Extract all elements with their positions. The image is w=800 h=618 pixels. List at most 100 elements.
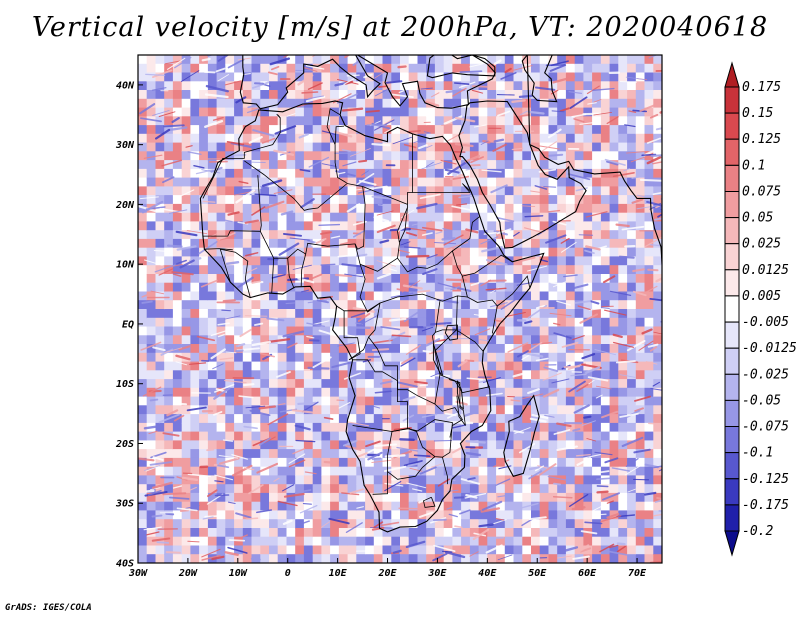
colorbar-swatch <box>724 191 740 219</box>
credit-label: GrADS: IGES/COLA <box>5 603 92 613</box>
colorbar-swatch <box>724 373 740 401</box>
colorbar-swatch <box>724 321 740 349</box>
lake-2 <box>456 380 464 410</box>
colorbar-label: 0.15 <box>742 106 773 121</box>
border-8 <box>287 258 295 288</box>
border-37 <box>326 108 341 145</box>
border-17 <box>462 254 513 277</box>
coastline-5 <box>521 55 558 103</box>
border-18 <box>497 275 531 307</box>
colorbar-swatch <box>724 112 740 140</box>
colorbar-label: -0.005 <box>742 315 789 330</box>
colorbar-label: -0.025 <box>742 367 789 382</box>
border-35 <box>423 496 436 508</box>
lon-tick-label: 30E <box>427 568 447 579</box>
coastline-7 <box>686 265 696 287</box>
border-5 <box>202 175 262 237</box>
border-23 <box>352 359 408 432</box>
colorbar-label: 0.025 <box>742 237 781 252</box>
border-20 <box>343 310 361 361</box>
coastlines-borders <box>199 55 696 533</box>
lat-tick-label: 40S <box>116 559 134 570</box>
colorbar-swatch <box>724 86 740 114</box>
colorbar-label: -0.125 <box>742 472 789 487</box>
colorbar-label: -0.075 <box>742 420 789 435</box>
lon-tick-label: 10W <box>229 568 248 579</box>
coastline-6 <box>426 55 496 79</box>
border-13 <box>359 207 408 272</box>
colorbar: 0.175 0.15 0.125 0.1 0.075 0.05 0.025 0.0125 0.0… <box>724 61 797 557</box>
border-38 <box>276 113 281 119</box>
border-33 <box>435 329 457 333</box>
lake-1 <box>432 343 444 376</box>
plot-frame <box>137 54 663 564</box>
border-25 <box>407 419 453 458</box>
colorbar-swatch <box>724 504 740 532</box>
border-0 <box>202 114 281 199</box>
colorbar-swatch <box>724 138 740 166</box>
colorbar-label: 0.125 <box>742 132 781 147</box>
colorbar-swatch <box>724 478 740 506</box>
lon-tick-label: 60E <box>578 568 597 579</box>
border-29 <box>442 457 448 485</box>
colorbar-swatch <box>724 452 740 480</box>
lat-tick-label: 10N <box>116 260 135 271</box>
border-14 <box>397 250 468 298</box>
colorbar-top-arrow <box>724 61 740 88</box>
border-28 <box>387 456 436 480</box>
lat-tick-label: EQ <box>122 319 134 330</box>
border-27 <box>387 428 411 456</box>
coastline-4 <box>526 55 662 266</box>
border-16 <box>452 216 481 252</box>
colorbar-label: 0.005 <box>742 289 781 304</box>
border-31 <box>456 329 484 352</box>
velocity-field <box>138 55 662 563</box>
border-7 <box>300 253 307 287</box>
colorbar-label: 0.05 <box>742 211 773 226</box>
coastline-2 <box>458 100 587 249</box>
border-32 <box>439 374 490 394</box>
border-10 <box>219 248 251 298</box>
colorbar-swatch <box>724 399 740 427</box>
lon-tick-label: 40E <box>478 568 497 579</box>
lat-tick-label: 20S <box>115 439 134 450</box>
border-9 <box>271 258 275 294</box>
colorbar-label: -0.175 <box>742 498 789 513</box>
colorbar-swatch <box>724 164 740 192</box>
border-19 <box>336 302 381 312</box>
lon-tick-label: 20W <box>178 568 198 579</box>
border-1 <box>244 160 470 211</box>
lon-tick-label: 10E <box>329 568 348 579</box>
colorbar-bottom-arrow <box>724 530 740 557</box>
lon-tick-label: 50E <box>528 568 547 579</box>
colorbar-label: -0.1 <box>742 446 773 461</box>
border-36 <box>462 183 473 193</box>
lat-tick-label: 30N <box>115 140 135 151</box>
colorbar-swatch <box>724 347 740 375</box>
coastline-3 <box>239 55 496 110</box>
coastline-0 <box>199 100 545 533</box>
lon-tick-label: 30W <box>128 568 148 579</box>
lat-tick-label: 40N <box>116 80 135 91</box>
lat-tick-label: 10S <box>116 379 134 390</box>
border-11 <box>204 248 233 251</box>
lat-tick-label: 30S <box>115 499 134 510</box>
border-26 <box>372 455 388 495</box>
coastline-1 <box>503 394 540 477</box>
lon-tick-label: 20E <box>377 568 397 579</box>
lon-tick-label: 70E <box>628 568 647 579</box>
border-15 <box>399 207 408 243</box>
colorbar-swatch <box>724 295 740 323</box>
lat-tick-label: 20N <box>115 200 135 211</box>
border-22 <box>368 301 441 405</box>
border-12 <box>354 243 498 334</box>
colorbar-label: -0.0125 <box>742 341 797 356</box>
border-4 <box>334 144 347 184</box>
border-2 <box>334 125 345 145</box>
colorbar-label: 0.075 <box>742 185 781 200</box>
colorbar-swatch <box>724 217 740 245</box>
colorbar-label: 0.175 <box>742 80 781 95</box>
colorbar-swatch <box>724 426 740 454</box>
map-axes: 30W 20W 10W 0 10E 20E 30E 40E 50E 60E 70E 40N 30N 20N… <box>115 80 647 579</box>
